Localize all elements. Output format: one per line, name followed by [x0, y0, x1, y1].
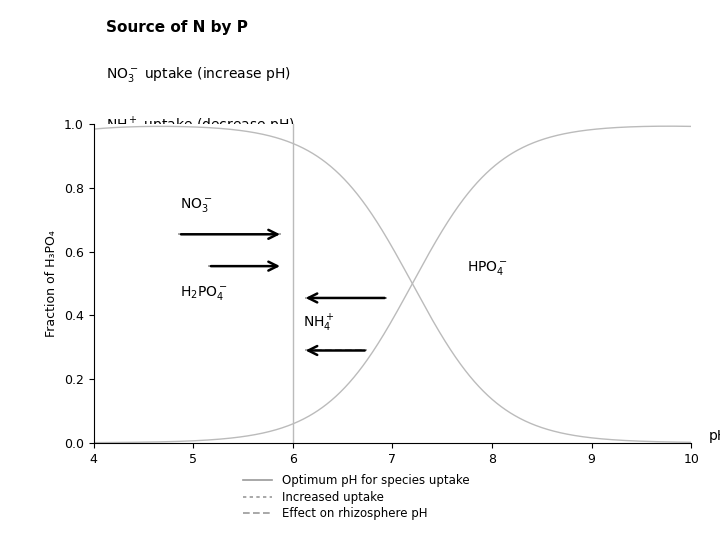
Text: pH: pH	[709, 429, 720, 443]
Text: $\mathrm{HPO_4^-}$: $\mathrm{HPO_4^-}$	[467, 259, 508, 276]
Text: $\mathrm{H_2PO_4^-}$: $\mathrm{H_2PO_4^-}$	[180, 284, 228, 302]
Y-axis label: Fraction of H₃PO₄: Fraction of H₃PO₄	[45, 230, 58, 337]
Text: $\mathrm{NO_3^-}$: $\mathrm{NO_3^-}$	[180, 195, 212, 214]
Text: $\mathrm{NH_4^+}$: $\mathrm{NH_4^+}$	[302, 312, 335, 334]
Text: Source of N by P: Source of N by P	[106, 20, 248, 35]
Text: $\mathrm{NO_3^-}$ uptake (increase pH): $\mathrm{NO_3^-}$ uptake (increase pH)	[106, 65, 290, 84]
Legend: Optimum pH for species uptake, Increased uptake, Effect on rhizosphere pH: Optimum pH for species uptake, Increased…	[243, 474, 469, 520]
Text: $\mathrm{NH_4^+}$ uptake (decrease pH): $\mathrm{NH_4^+}$ uptake (decrease pH)	[106, 116, 294, 137]
